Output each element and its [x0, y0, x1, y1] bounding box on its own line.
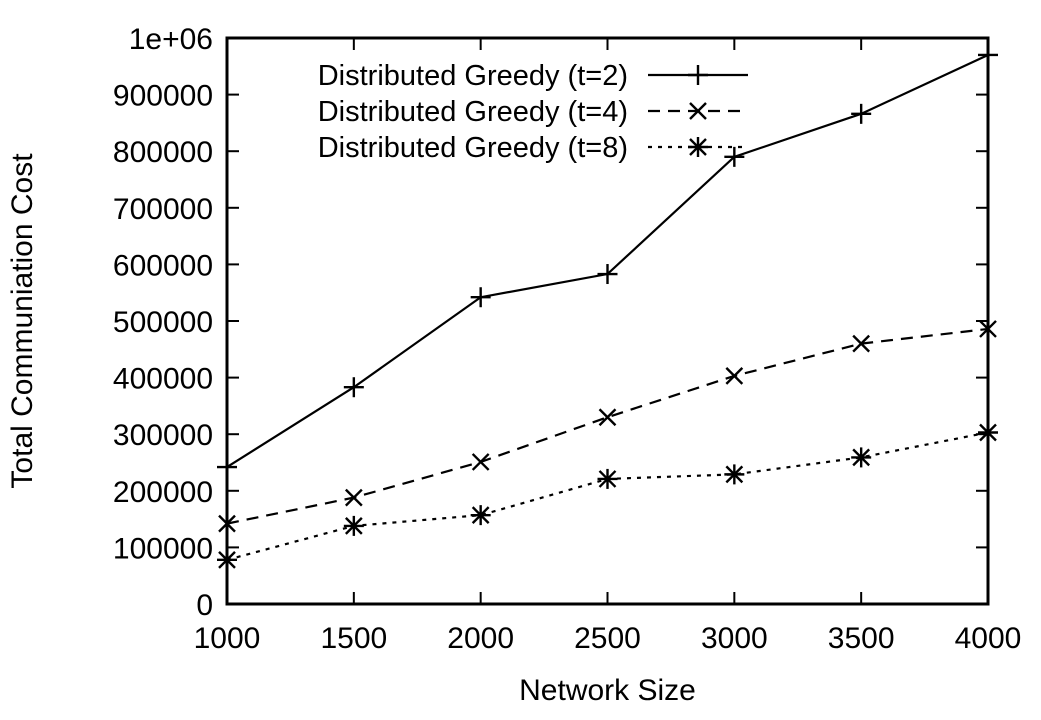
- y-tick-label: 600000: [113, 249, 213, 282]
- y-tick-label: 400000: [113, 363, 213, 396]
- y-tick-label: 500000: [113, 306, 213, 339]
- x-tick-label: 3000: [701, 622, 768, 655]
- data-point-cross: [598, 408, 617, 427]
- y-tick-label: 100000: [113, 532, 213, 565]
- y-tick-label: 700000: [113, 193, 213, 226]
- data-point-star: [597, 468, 618, 489]
- data-point-plus: [343, 377, 364, 398]
- legend-label: Distributed Greedy (t=8): [318, 132, 628, 164]
- x-axis-title: Network Size: [519, 674, 696, 707]
- legend-marker-plus: [688, 65, 708, 85]
- data-point-plus: [724, 146, 745, 167]
- data-point-cross: [725, 367, 744, 385]
- legend: Distributed Greedy (t=2) Distributed Gree…: [318, 60, 748, 164]
- x-tick-label: 2000: [447, 622, 514, 655]
- x-tick-label: 3500: [828, 622, 895, 655]
- x-tick-label: 4000: [955, 622, 1022, 655]
- y-tick-label: 300000: [113, 419, 213, 452]
- plot-frame: [225, 36, 990, 606]
- data-point-plus: [851, 103, 872, 124]
- y-tick-label: 1e+06: [129, 23, 213, 56]
- legend-label: Distributed Greedy (t=4): [318, 96, 628, 128]
- series-line-2: [226, 327, 989, 525]
- legend-label: Distributed Greedy (t=2): [318, 60, 628, 92]
- data-point-cross: [344, 488, 363, 507]
- data-point-star: [343, 515, 364, 536]
- y-tick-label: 0: [196, 589, 213, 622]
- y-tick-label: 900000: [113, 80, 213, 113]
- tick-labels: 0 100000 200000 300000 400000 500000 600000 700…: [113, 23, 1021, 655]
- legend-marker-star: [688, 137, 708, 157]
- data-point-star: [724, 464, 745, 485]
- y-tick-label: 800000: [113, 136, 213, 169]
- data-point-cross: [852, 334, 871, 353]
- y-axis-title: Total Communiation Cost: [6, 153, 39, 489]
- x-tick-label: 2500: [574, 622, 641, 655]
- data-point-plus: [597, 264, 618, 285]
- series-line-3: [226, 431, 989, 561]
- data-point-plus: [470, 287, 491, 308]
- data-point-cross: [471, 453, 490, 471]
- data-point-star: [470, 505, 491, 526]
- x-tick-label: 1000: [194, 622, 261, 655]
- data-point-star: [851, 447, 872, 468]
- y-tick-label: 200000: [113, 476, 213, 509]
- legend-marker-cross: [689, 102, 707, 120]
- x-tick-label: 1500: [320, 622, 387, 655]
